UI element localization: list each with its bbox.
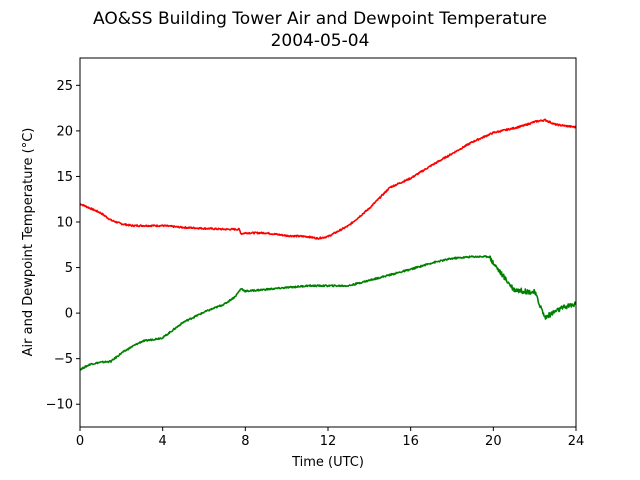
- plot-frame: [79, 57, 577, 428]
- x-tick-label: 0: [76, 434, 84, 449]
- x-tick-label: 12: [320, 434, 337, 449]
- y-tick-label: −10: [46, 398, 73, 413]
- dewpoint-temperature-line: [79, 255, 577, 371]
- y-axis-label: Air and Dewpoint Temperature (°C): [21, 128, 36, 357]
- y-axis: −10 −5 0 5 10 15 20 25: [46, 79, 80, 413]
- y-tick-label: 5: [65, 261, 73, 276]
- x-tick-label: 16: [402, 434, 419, 449]
- x-tick-label: 20: [485, 434, 502, 449]
- chart-subtitle: 2004-05-04: [271, 31, 370, 51]
- x-tick-label: 8: [241, 434, 249, 449]
- x-axis: 0 4 8 12 16 20 24: [76, 427, 584, 449]
- y-tick-label: 15: [56, 170, 73, 185]
- chart-title: AO&SS Building Tower Air and Dewpoint Te…: [93, 9, 547, 29]
- x-axis-label: Time (UTC): [291, 455, 364, 470]
- y-tick-label: 0: [65, 307, 73, 322]
- y-tick-label: 10: [56, 216, 73, 231]
- air-temperature-line: [79, 118, 577, 240]
- y-tick-label: −5: [54, 352, 73, 367]
- x-tick-label: 24: [568, 434, 585, 449]
- series-layer: [79, 118, 577, 371]
- y-tick-label: 25: [56, 79, 73, 94]
- x-tick-label: 4: [159, 434, 167, 449]
- y-tick-label: 20: [56, 124, 73, 139]
